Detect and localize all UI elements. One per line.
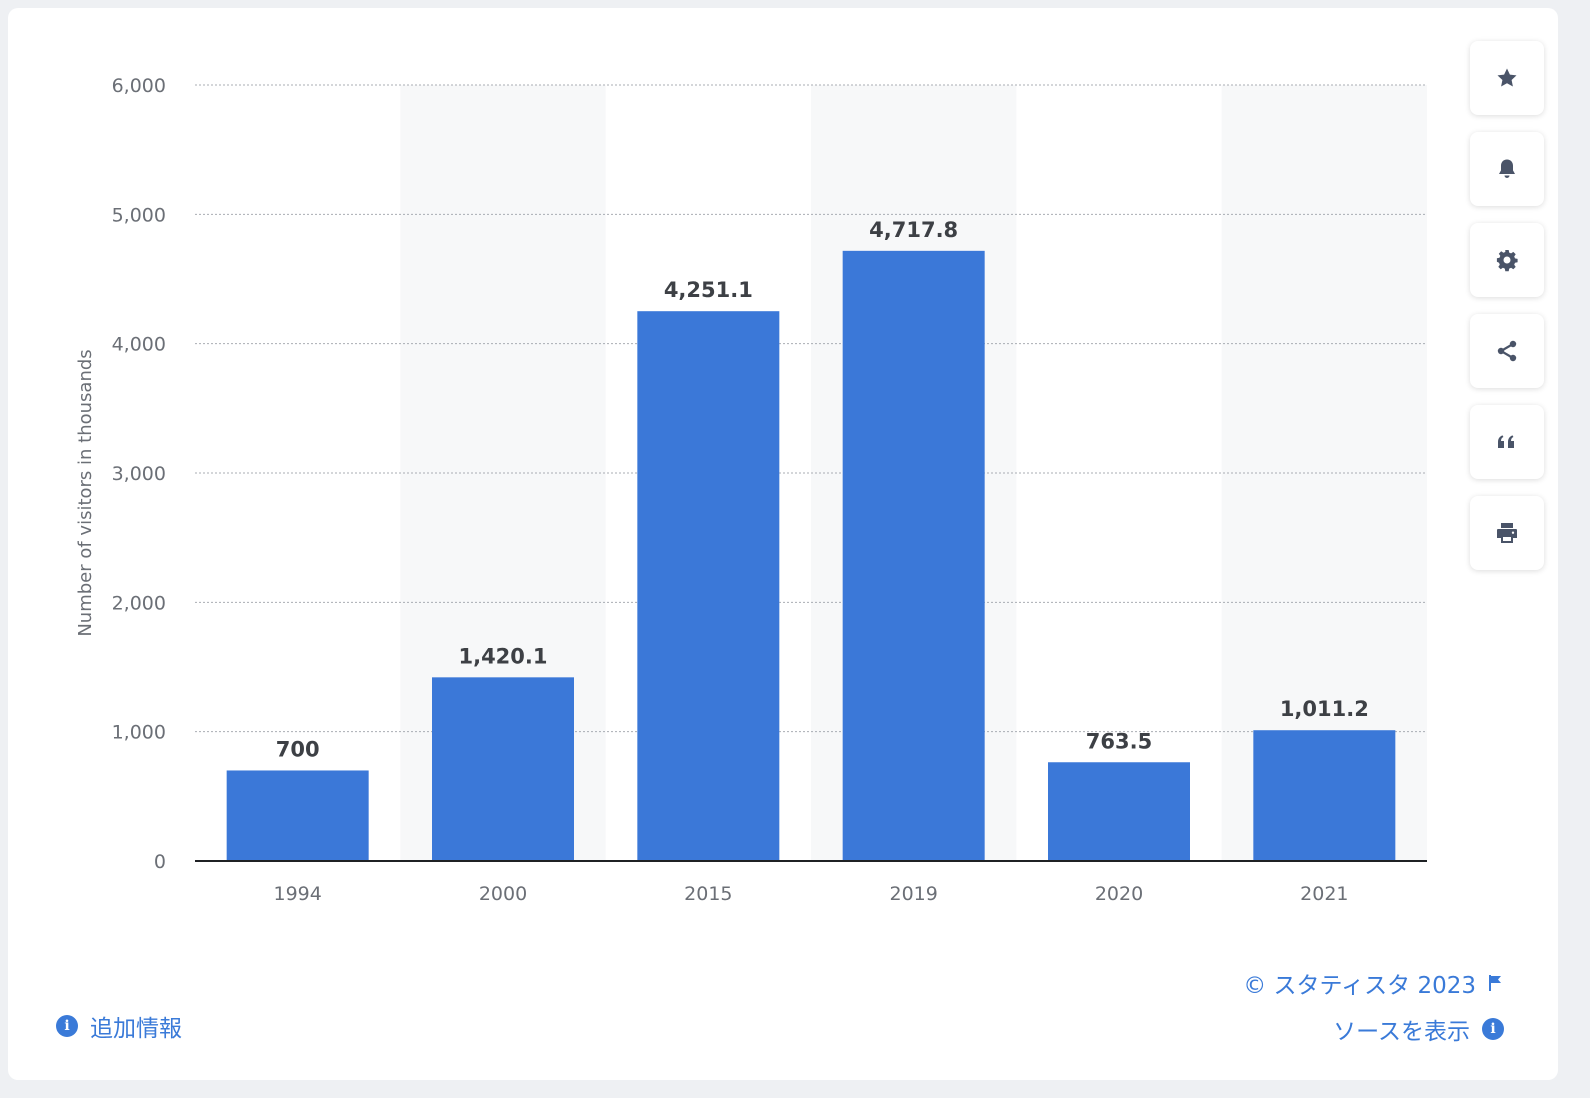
x-tick-label: 1994 xyxy=(273,883,321,905)
flag-icon xyxy=(1489,975,1501,991)
y-tick-label: 5,000 xyxy=(112,204,166,226)
bar-2021 xyxy=(1253,730,1396,861)
gear-icon xyxy=(1496,250,1518,272)
share-button[interactable] xyxy=(1470,314,1544,388)
bar-chart: 0 1,000 2,000 3,000 4,000 5,000 6,000 700 1,420… xyxy=(75,75,1427,905)
data-label: 4,251.1 xyxy=(664,278,753,302)
bar-1994 xyxy=(226,770,369,861)
chart-card: 0 1,000 2,000 3,000 4,000 5,000 6,000 700 1,420… xyxy=(8,8,1558,1080)
bar-2015 xyxy=(637,311,780,862)
bar-2000 xyxy=(432,677,574,861)
additional-info-label: 追加情報 xyxy=(90,1016,182,1042)
cite-button[interactable] xyxy=(1470,405,1544,479)
notification-button[interactable] xyxy=(1470,132,1544,206)
x-tick-label: 2021 xyxy=(1300,883,1348,905)
x-axis-ticks: 1994 2000 2015 2019 2020 2021 xyxy=(273,883,1348,905)
data-label: 700 xyxy=(276,737,320,761)
copyright-label: © スタティスタ 2023 xyxy=(1243,973,1476,999)
data-label: 1,011.2 xyxy=(1280,697,1369,721)
bar-2019 xyxy=(842,250,985,862)
gridlines xyxy=(195,84,1427,733)
quote-icon xyxy=(1498,435,1514,448)
print-icon xyxy=(1497,523,1517,543)
x-tick-label: 2015 xyxy=(684,883,732,905)
chart-toolbar xyxy=(1470,41,1544,587)
x-tick-label: 2000 xyxy=(479,883,527,905)
y-tick-label: 3,000 xyxy=(112,463,166,485)
x-tick-label: 2020 xyxy=(1095,883,1143,905)
y-tick-label: 0 xyxy=(154,851,166,873)
share-icon xyxy=(1497,340,1517,362)
bell-icon xyxy=(1499,159,1515,178)
star-icon xyxy=(1497,68,1517,87)
copyright-link[interactable]: © スタティスタ 2023 xyxy=(1243,966,1504,1000)
show-source-link[interactable]: ソースを表示 i xyxy=(1333,1012,1504,1046)
info-icon: i xyxy=(1482,1018,1504,1040)
print-button[interactable] xyxy=(1470,496,1544,570)
y-tick-label: 4,000 xyxy=(112,334,166,356)
x-tick-label: 2019 xyxy=(889,883,937,905)
y-axis-title: Number of visitors in thousands xyxy=(75,349,96,636)
data-label: 763.5 xyxy=(1086,729,1152,753)
data-label: 4,717.8 xyxy=(869,218,958,242)
bars xyxy=(226,250,1396,862)
settings-button[interactable] xyxy=(1470,223,1544,297)
show-source-label: ソースを表示 xyxy=(1333,1019,1470,1045)
y-tick-label: 6,000 xyxy=(112,75,166,97)
info-icon: i xyxy=(56,1015,78,1037)
bar-2020 xyxy=(1048,762,1190,861)
y-tick-label: 2,000 xyxy=(112,592,166,614)
data-labels: 700 1,420.1 4,251.1 4,717.8 763.5 1,011.2 xyxy=(276,218,1369,762)
additional-info-link[interactable]: i 追加情報 xyxy=(56,1009,182,1043)
y-tick-label: 1,000 xyxy=(112,722,166,744)
favorite-button[interactable] xyxy=(1470,41,1544,115)
y-axis-ticks: 0 1,000 2,000 3,000 4,000 5,000 6,000 xyxy=(112,75,166,873)
data-label: 1,420.1 xyxy=(458,644,547,668)
